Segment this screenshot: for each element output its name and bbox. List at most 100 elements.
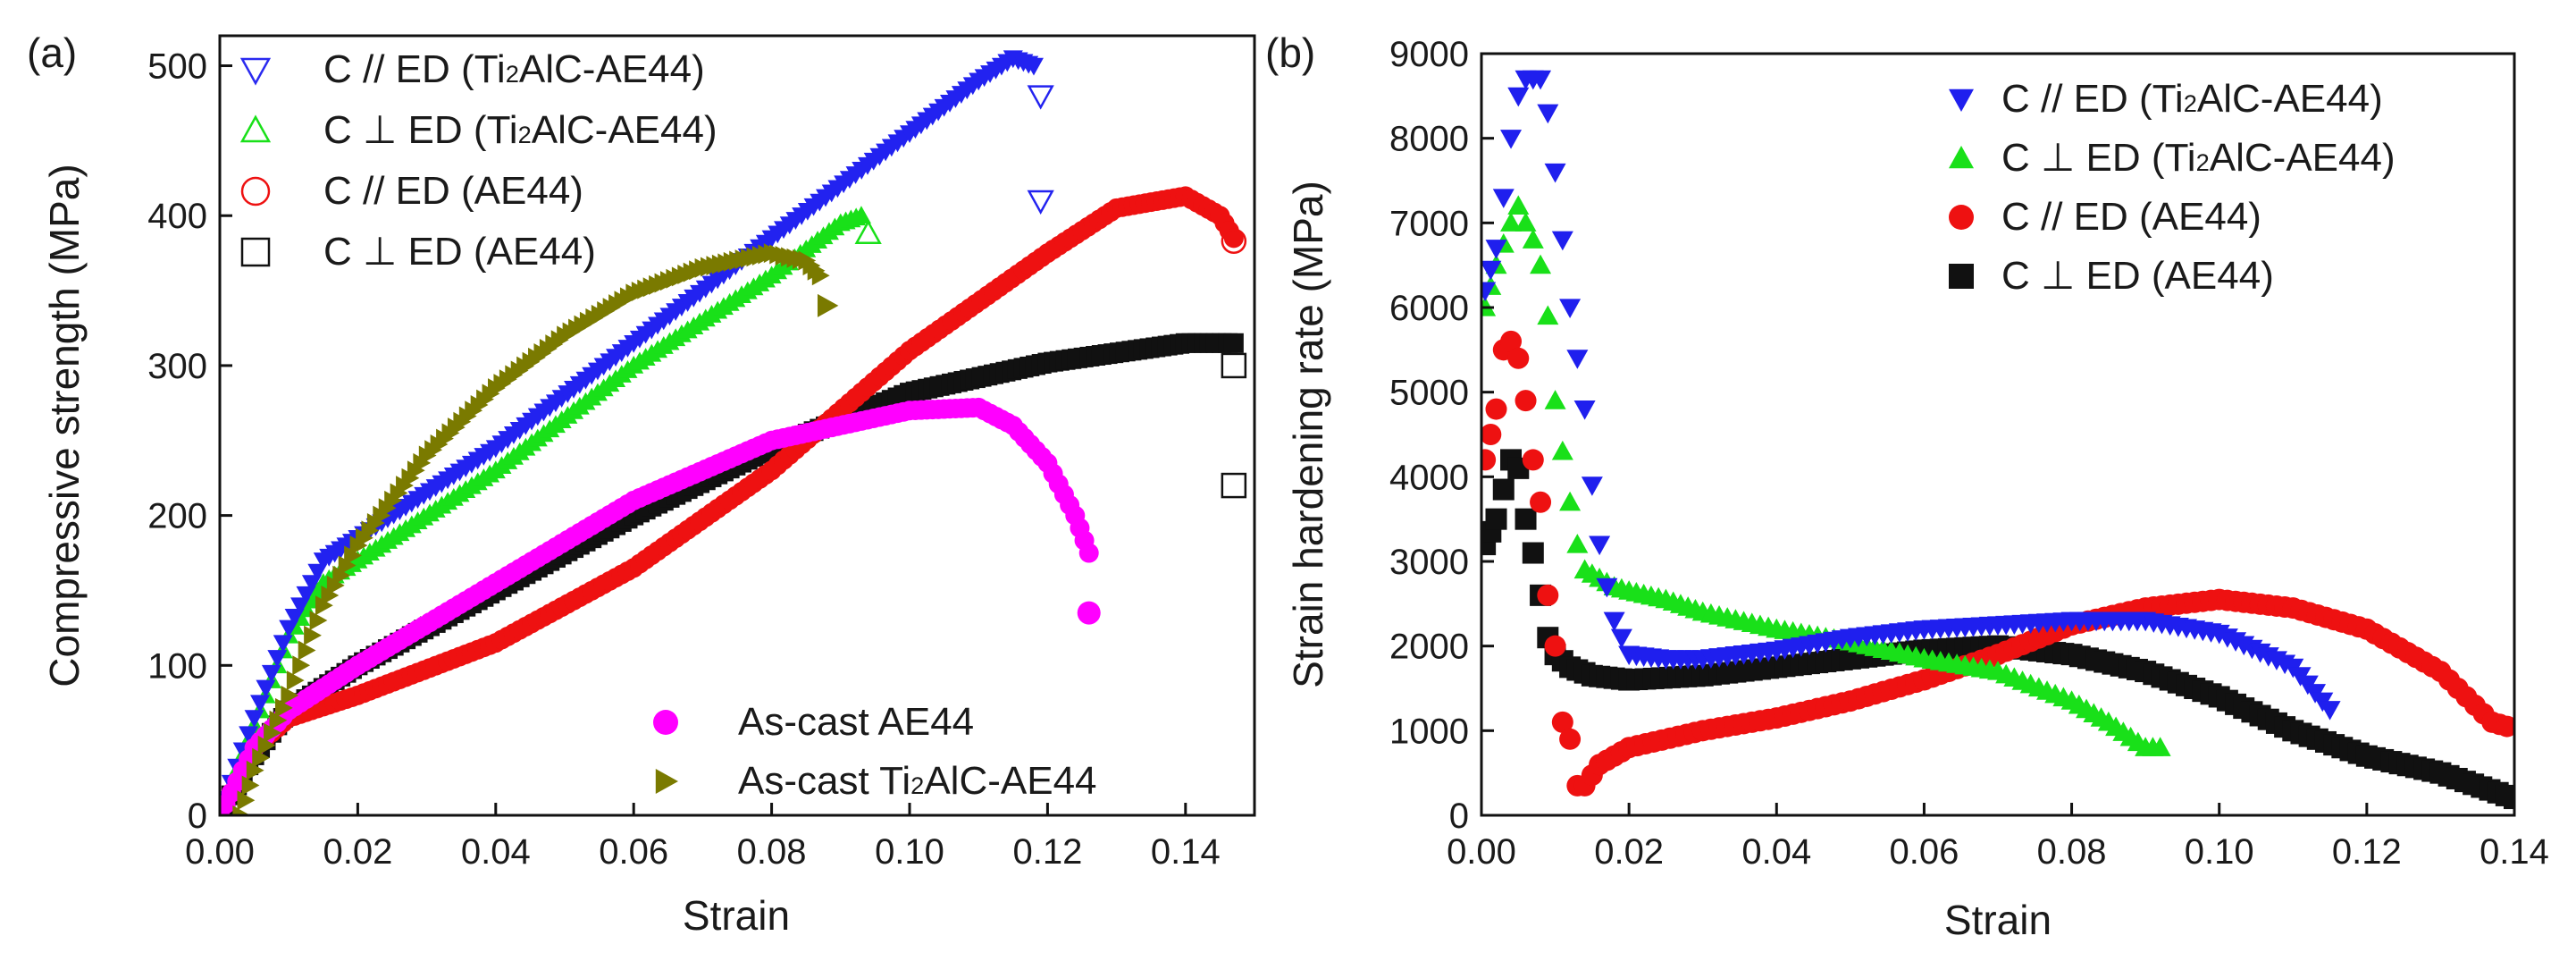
x-tick-label: 0.00 <box>1447 832 1516 872</box>
y-tick-label: 500 <box>147 47 207 87</box>
x-tick-label: 0.08 <box>737 832 807 872</box>
panel-b-plot-area <box>1481 70 2514 810</box>
data-point <box>326 575 345 595</box>
x-tick-label: 0.12 <box>1012 832 1082 872</box>
legend-label: C ⊥ ED (AE44) <box>2001 254 2274 298</box>
legend-item: C ⊥ ED (Ti2AlC-AE44) <box>239 108 717 152</box>
data-point <box>1581 476 1603 496</box>
data-point <box>246 760 264 780</box>
legend-item: C ⊥ ED (AE44) <box>240 230 596 274</box>
data-point <box>1544 635 1566 657</box>
data-point <box>1522 542 1544 564</box>
legend-label: C ⊥ ED (Ti2AlC-AE44) <box>323 108 717 152</box>
y-tick-label: 6000 <box>1389 289 1469 328</box>
legend-label: C // ED (AE44) <box>323 169 583 213</box>
legend-marker <box>1949 146 1974 169</box>
data-point <box>252 747 271 768</box>
legend-label: C // ED (Ti2AlC-AE44) <box>323 47 705 91</box>
legend-marker <box>1949 89 1974 112</box>
data-point <box>264 722 281 743</box>
x-tick-label: 0.02 <box>323 832 392 872</box>
data-point <box>1530 254 1552 274</box>
panel-b-xlabel: Strain <box>1944 897 2052 943</box>
data-point <box>232 805 251 815</box>
series-c-ed-ae44 <box>220 186 1247 815</box>
data-point <box>811 266 830 286</box>
y-tick-label: 0 <box>1449 797 1469 836</box>
series-c-ed-ae44 <box>220 333 1247 815</box>
data-point <box>2319 701 2341 721</box>
data-point <box>1537 305 1559 325</box>
legend-item: C // ED (Ti2AlC-AE44) <box>1949 77 2383 121</box>
x-tick-label: 0.10 <box>875 832 944 872</box>
y-tick-label: 100 <box>147 646 207 686</box>
data-point <box>1544 163 1566 183</box>
legend-label: C ⊥ ED (AE44) <box>323 230 596 274</box>
data-point <box>2496 715 2514 738</box>
legend-item: As-cast AE44 <box>653 700 974 744</box>
series-c-ed-ti2alc-ae44 <box>220 50 1054 815</box>
legend-item: C // ED (AE44) <box>240 169 583 213</box>
panel-a-frame <box>218 34 1256 817</box>
data-point <box>321 586 340 606</box>
y-tick-label: 2000 <box>1389 628 1469 667</box>
data-point-end <box>1221 472 1247 499</box>
legend-item: C ⊥ ED (AE44) <box>1949 254 2274 298</box>
data-point <box>1566 534 1589 553</box>
data-point <box>344 545 362 566</box>
data-point-end <box>1027 85 1054 110</box>
data-point <box>1481 424 1502 445</box>
legend-marker <box>240 176 271 207</box>
data-point <box>1078 543 1099 563</box>
data-point <box>1589 535 1611 556</box>
data-point <box>1481 260 1502 281</box>
legend-marker <box>655 769 678 794</box>
data-point-end <box>1027 190 1054 215</box>
data-point <box>239 726 259 745</box>
data-point <box>332 565 351 586</box>
data-point <box>1515 390 1537 412</box>
legend-marker <box>239 57 272 86</box>
panel-a-ylabel: Compressive strength (MPa) <box>41 164 88 687</box>
data-point <box>1223 333 1244 353</box>
series-c-ed-ti2alc-ae44 <box>1481 70 2341 721</box>
data-point <box>269 710 288 730</box>
data-point <box>1551 711 1573 733</box>
legend-item: C // ED (AE44) <box>1949 195 2261 239</box>
data-point <box>1500 130 1523 149</box>
x-tick-label: 0.12 <box>2332 832 2402 872</box>
data-point <box>261 664 281 683</box>
data-point <box>1573 400 1596 420</box>
panel-b-ylabel: Strain hardening rate (MPa) <box>1285 181 1331 688</box>
y-tick-label: 400 <box>147 197 207 236</box>
series-c-ed-ae44 <box>1481 330 2514 797</box>
data-point <box>1507 87 1530 107</box>
data-point <box>851 206 871 224</box>
data-point <box>1223 228 1244 249</box>
data-point <box>309 611 328 630</box>
data-point <box>1537 584 1559 606</box>
y-tick-label: 3000 <box>1389 543 1469 582</box>
panel-b-legend: C // ED (Ti2AlC-AE44) C ⊥ ED (Ti2AlC-AE44… <box>1949 77 2396 298</box>
panel-a-xlabel: Strain <box>683 892 790 939</box>
x-tick-label: 0.04 <box>1741 832 1811 872</box>
data-point <box>274 697 293 718</box>
data-point <box>1481 282 1497 302</box>
y-tick-label: 200 <box>147 497 207 536</box>
data-point <box>1551 440 1573 460</box>
x-tick-label: 0.08 <box>2037 832 2107 872</box>
data-point <box>1485 398 1507 420</box>
data-point <box>304 625 322 645</box>
legend-label: C ⊥ ED (Ti2AlC-AE44) <box>2001 136 2396 180</box>
legend-label: C // ED (AE44) <box>2001 195 2261 239</box>
panel-b-frame <box>1480 52 2516 817</box>
data-point <box>1485 240 1507 259</box>
data-point <box>1559 491 1582 511</box>
data-point <box>1559 728 1582 750</box>
data-point <box>1522 449 1544 471</box>
x-tick-label: 0.14 <box>2480 832 2549 872</box>
data-point <box>250 695 271 713</box>
x-tick-label: 0.00 <box>185 832 255 872</box>
x-tick-label: 0.02 <box>1594 832 1664 872</box>
